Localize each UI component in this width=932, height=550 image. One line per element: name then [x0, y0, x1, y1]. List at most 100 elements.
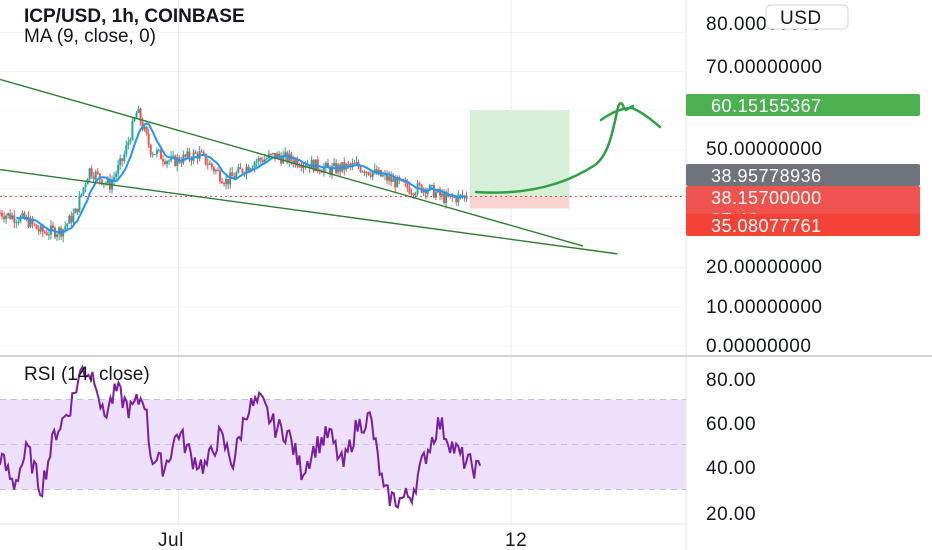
- candlestick-series[interactable]: [0, 105, 468, 243]
- candle-body: [343, 162, 346, 170]
- candle-body: [186, 151, 189, 157]
- candle-body: [27, 216, 30, 227]
- candle-body: [1, 212, 4, 217]
- candle-body: [66, 223, 69, 227]
- candle-body: [326, 163, 329, 168]
- candle-body: [145, 126, 148, 134]
- candle-body: [282, 155, 285, 164]
- candle-body: [221, 181, 224, 184]
- price-tag-target[interactable]: 60.15155367: [686, 94, 920, 116]
- candle-body: [269, 153, 272, 155]
- candle-body: [361, 171, 364, 173]
- candle-body: [64, 226, 67, 230]
- candle-body: [257, 158, 260, 162]
- price-tick-20: 20.00000000: [706, 257, 822, 278]
- candle-body: [151, 154, 154, 156]
- candle-body: [0, 212, 1, 214]
- candle-body: [180, 162, 183, 164]
- candle-body: [88, 168, 91, 180]
- candle-body: [37, 229, 40, 232]
- candle-body: [292, 160, 295, 165]
- candle-body: [168, 160, 171, 162]
- price-tag-stop[interactable]: 35.08077761: [686, 214, 920, 236]
- candle-body: [328, 167, 331, 175]
- candle-body: [265, 158, 268, 160]
- candle-body: [369, 174, 372, 177]
- candle-body: [349, 164, 352, 166]
- candle-body: [200, 151, 203, 153]
- candle-body: [233, 176, 236, 179]
- candle-body: [392, 178, 395, 182]
- candle-body: [451, 195, 454, 198]
- ma-line[interactable]: [15, 122, 467, 234]
- candle-body: [70, 215, 73, 223]
- candle-body: [227, 178, 230, 185]
- price-tag-ma[interactable]: 38.95778936: [686, 164, 920, 186]
- candle-body: [129, 139, 132, 142]
- trendline-upper[interactable]: [0, 78, 584, 247]
- candle-body: [82, 187, 85, 194]
- candle-body: [194, 152, 197, 154]
- candle-body: [23, 213, 26, 220]
- candle-body: [459, 194, 462, 196]
- candle-body: [161, 159, 164, 162]
- candle-body: [7, 213, 10, 216]
- candle-body: [445, 193, 448, 203]
- candle-body: [271, 153, 274, 155]
- candle-body: [5, 215, 8, 220]
- candle-body: [430, 185, 433, 187]
- candle-body: [223, 183, 226, 185]
- trendline-lower[interactable]: [0, 168, 618, 255]
- candle-body: [426, 190, 429, 194]
- candle-body: [414, 193, 417, 196]
- candle-body: [17, 221, 20, 223]
- candle-body: [278, 153, 281, 157]
- candle-body: [206, 163, 209, 165]
- candle-body: [259, 158, 262, 161]
- stop-zone[interactable]: [469, 196, 570, 209]
- candle-body: [3, 216, 6, 220]
- time-tick-12: 12: [505, 530, 527, 550]
- candle-body: [172, 155, 175, 157]
- candle-body: [298, 165, 301, 167]
- candle-body: [241, 169, 244, 174]
- candle-body: [457, 194, 460, 203]
- candle-body: [188, 151, 191, 159]
- currency-button[interactable]: USD: [765, 4, 849, 30]
- candle-body: [74, 208, 77, 214]
- candle-body: [53, 228, 56, 237]
- candle-body: [41, 226, 44, 233]
- candle-body: [406, 182, 409, 188]
- candle-body: [208, 163, 211, 165]
- candle-body: [21, 213, 24, 217]
- projection-drawing[interactable]: [474, 102, 662, 194]
- rsi-legend[interactable]: RSI (14, close): [24, 364, 150, 385]
- candle-body: [115, 173, 118, 178]
- candle-body: [119, 158, 122, 165]
- symbol-title[interactable]: ICP/USD, 1h, COINBASE: [24, 6, 245, 27]
- ma-legend[interactable]: MA (9, close, 0): [24, 26, 156, 47]
- candle-body: [218, 170, 221, 182]
- candle-body: [47, 234, 50, 236]
- price-axis[interactable]: 80.00000000 70.00000000 50.00000000 20.0…: [706, 14, 822, 357]
- candle-body: [237, 167, 240, 173]
- candle-body: [367, 171, 370, 175]
- candle-body: [78, 196, 81, 212]
- candle-body: [333, 163, 336, 166]
- rsi-axis[interactable]: 80.00 60.00 40.00 20.00: [706, 370, 756, 525]
- candle-body: [304, 165, 307, 167]
- time-tick-jul: Jul: [158, 530, 184, 550]
- target-zone[interactable]: [469, 110, 570, 197]
- candle-body: [273, 153, 276, 159]
- candle-body: [251, 167, 254, 169]
- candle-body: [359, 166, 362, 172]
- candle-body: [13, 215, 16, 223]
- candle-body: [365, 171, 368, 174]
- candle-body: [465, 195, 468, 199]
- rsi-line[interactable]: [0, 364, 482, 510]
- candle-body: [375, 169, 378, 175]
- candle-body: [127, 141, 130, 146]
- price-tag-last-label: 38.15700000: [711, 188, 822, 208]
- candle-body: [216, 170, 219, 172]
